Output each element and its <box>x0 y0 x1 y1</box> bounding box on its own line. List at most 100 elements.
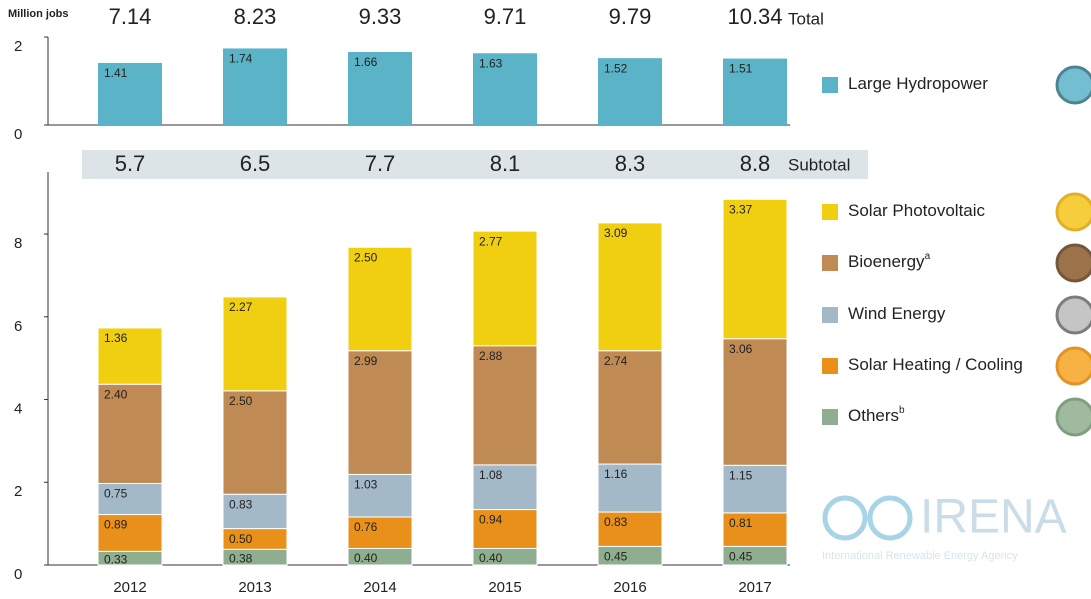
legend-swatch <box>822 358 838 374</box>
legend-swatch <box>822 409 838 425</box>
legend-label: Large Hydropower <box>848 74 988 93</box>
segment-value-label: 2.88 <box>479 349 503 363</box>
y-tick-label: 2 <box>14 38 22 55</box>
legend-label: Wind Energy <box>848 304 946 323</box>
total-label: 9.33 <box>359 4 402 29</box>
subtotal-label: 5.7 <box>115 151 146 176</box>
segment-value-label: 0.83 <box>604 515 628 529</box>
segment-value-label: 2.27 <box>229 300 253 314</box>
legend-label: Solar Heating / Cooling <box>848 355 1023 374</box>
logo-name: IRENA <box>920 491 1067 544</box>
bar <box>723 58 787 126</box>
segment-value-label: 2.77 <box>479 234 503 248</box>
segment-value-label: 0.45 <box>729 550 753 564</box>
legend-swatch <box>822 204 838 220</box>
y-tick-label: 6 <box>14 318 22 335</box>
bar <box>223 48 287 125</box>
x-tick-label: 2016 <box>613 579 646 596</box>
legend-text: Solar Heating / Cooling <box>848 355 1023 374</box>
segment-value-label: 1.36 <box>104 331 128 345</box>
bar-segment <box>97 327 163 385</box>
logo-subtitle: International Renewable Energy Agency <box>822 550 1018 562</box>
bar-segment <box>472 230 538 347</box>
bar-segment <box>347 473 413 518</box>
segment-value-label: 2.50 <box>354 250 378 264</box>
bar-segment <box>722 338 788 466</box>
bar-value-label: 1.66 <box>354 55 378 69</box>
segment-value-label: 2.99 <box>354 354 378 368</box>
bar <box>473 53 537 125</box>
segment-value-label: 0.45 <box>604 550 628 564</box>
segment-value-label: 0.40 <box>479 551 503 565</box>
bar-value-label: 1.41 <box>104 66 128 80</box>
bar-segment <box>97 514 163 552</box>
segment-value-label: 1.16 <box>604 467 628 481</box>
bar-segment <box>597 222 663 352</box>
segment-value-label: 1.03 <box>354 478 378 492</box>
legend-swatch <box>822 307 838 323</box>
segment-value-label: 1.08 <box>479 468 503 482</box>
bar-segment <box>722 198 788 340</box>
subtotal-label: 8.8 <box>740 151 771 176</box>
bar-value-label: 1.52 <box>604 61 628 75</box>
segment-value-label: 2.74 <box>604 354 628 368</box>
segment-value-label: 2.40 <box>104 387 128 401</box>
legend-label: Bioenergya <box>848 251 931 272</box>
legend-text: Others <box>848 406 899 425</box>
bar-value-label: 1.74 <box>229 52 253 66</box>
legend-label: Solar Photovoltaic <box>848 201 986 220</box>
subtotal-label: 6.5 <box>240 151 271 176</box>
y-axis-label: Million jobs <box>8 8 69 20</box>
y-tick-label: 2 <box>14 483 22 500</box>
bar-segment <box>347 246 413 352</box>
legend-swatch <box>822 255 838 271</box>
segment-value-label: 0.94 <box>479 513 503 527</box>
segment-value-label: 0.75 <box>104 487 128 501</box>
legend-text: Large Hydropower <box>848 74 988 93</box>
subtotal-label: 8.1 <box>490 151 521 176</box>
y-tick-label: 4 <box>14 400 22 417</box>
bar-segment <box>222 390 288 495</box>
legend-swatch <box>822 77 838 93</box>
bar-value-label: 1.51 <box>729 62 753 76</box>
bar-segment <box>597 511 663 547</box>
subtotal-label: 7.7 <box>365 151 396 176</box>
legend-icons <box>1055 65 1091 437</box>
segment-value-label: 0.33 <box>104 552 128 566</box>
total-label: 9.71 <box>484 4 527 29</box>
bar-segment <box>472 509 538 549</box>
legend-label: Othersb <box>848 405 905 426</box>
bar-segment <box>597 463 663 513</box>
bar <box>598 58 662 126</box>
bar <box>348 51 412 125</box>
bar <box>98 62 162 125</box>
segment-value-label: 0.83 <box>229 497 253 511</box>
segment-value-label: 0.40 <box>354 551 378 565</box>
total-label: 10.34 <box>727 4 782 29</box>
segment-value-label: 1.15 <box>729 468 753 482</box>
legend-note: b <box>899 405 905 416</box>
legend-text: Wind Energy <box>848 304 946 323</box>
y-tick-label: 0 <box>14 126 22 143</box>
bar-segment <box>222 296 288 392</box>
subtotal-label: 8.3 <box>615 151 646 176</box>
logo: IRENA International Renewable Energy Age… <box>822 491 1067 562</box>
bar-segment <box>472 345 538 466</box>
segment-value-label: 3.37 <box>729 202 753 216</box>
segment-value-label: 3.09 <box>604 226 628 240</box>
bar-segment <box>722 512 788 547</box>
legend-note: a <box>925 251 931 262</box>
segment-value-label: 0.76 <box>354 520 378 534</box>
y-tick-label: 0 <box>14 566 22 583</box>
total-title: Total <box>788 9 824 28</box>
legend-text: Bioenergy <box>848 252 925 271</box>
segment-value-label: 0.89 <box>104 518 128 532</box>
x-tick-label: 2013 <box>238 579 271 596</box>
bar-segment <box>222 493 288 530</box>
legend-text: Solar Photovoltaic <box>848 201 986 220</box>
total-label: 9.79 <box>609 4 652 29</box>
subtotal-title: Subtotal <box>788 155 850 174</box>
bar-segment <box>597 350 663 465</box>
y-tick-label: 8 <box>14 235 22 252</box>
